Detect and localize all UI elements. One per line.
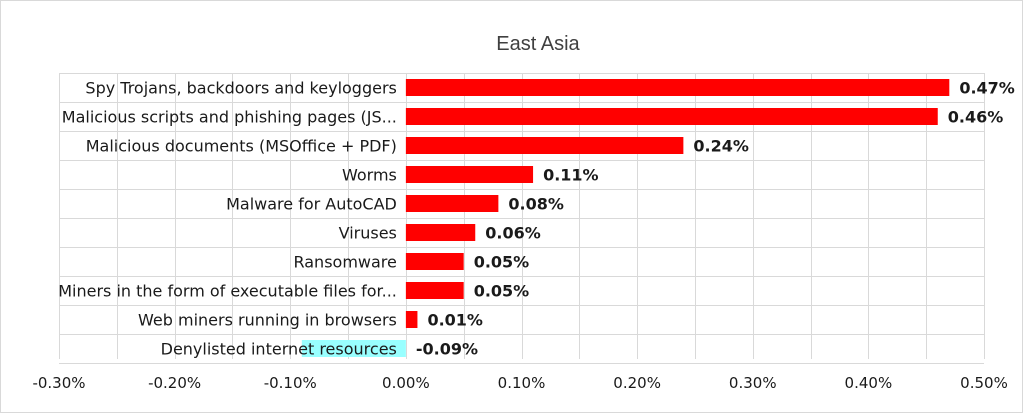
data-label: 0.08% [508,195,564,214]
bar [405,282,464,299]
x-tick-label: 0.40% [845,374,893,392]
bars [405,79,950,328]
bar [405,195,499,212]
category-labels: Spy Trojans, backdoors and keyloggers Mal… [58,79,397,359]
x-tick-label: 0.50% [960,374,1008,392]
x-tick-label: 0.20% [613,374,661,392]
data-label: 0.47% [959,79,1015,98]
bar [405,108,938,125]
category-label: Spy Trojans, backdoors and keyloggers [85,79,396,98]
x-axis-tick-labels: -0.30% -0.20% -0.10% 0.00% 0.10% 0.20% 0.30% 0.… [32,374,1007,392]
category-label: Web miners running in browsers [138,311,397,330]
bar [405,166,534,183]
bar [405,311,418,328]
category-label: Worms [342,166,397,185]
data-label: 0.05% [474,253,530,272]
category-label: Malicious documents (MSOffice + PDF) [86,137,397,156]
x-tick-label: -0.10% [264,374,317,392]
category-label: Malware for AutoCAD [226,195,397,214]
category-label: Malicious scripts and phishing pages (JS… [62,108,397,127]
data-labels: 0.47% 0.46% 0.24% 0.11% 0.08% 0.06% 0.05% 0.05%… [416,79,1015,359]
bar [405,224,476,241]
chart-title: East Asia [496,33,580,55]
data-label: 0.06% [485,224,541,243]
x-tick-label: -0.30% [32,374,85,392]
data-label: -0.09% [416,340,478,359]
bar [405,137,684,154]
data-label: 0.46% [948,108,1004,127]
x-tick-label: 0.10% [498,374,546,392]
category-label: Miners in the form of executable files f… [58,282,397,301]
category-label: Viruses [339,224,397,243]
category-label: Denylisted internet resources [161,340,397,359]
data-label: 0.05% [474,282,530,301]
x-tick-label: 0.30% [729,374,777,392]
data-label: 0.01% [427,311,483,330]
data-label: 0.24% [693,137,749,156]
category-label: Ransomware [293,253,396,272]
negative-bar [301,340,406,357]
bar [405,253,464,270]
x-tick-label: -0.20% [148,374,201,392]
highlight-layer [301,340,406,357]
bar [405,79,950,96]
x-tick-label: 0.00% [382,374,430,392]
data-label: 0.11% [543,166,599,185]
